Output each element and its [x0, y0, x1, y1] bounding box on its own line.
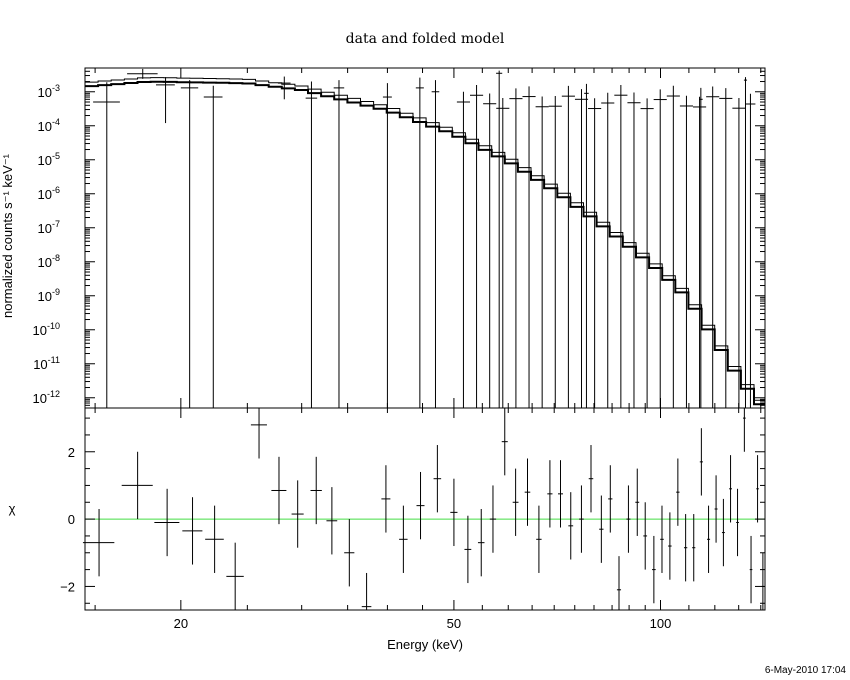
- spectrum-frame: [84, 67, 766, 409]
- x-tick-label: 50: [447, 616, 461, 631]
- x-tick-label: 100: [650, 616, 672, 631]
- y-tick-label: 10-8: [38, 253, 60, 270]
- spectrum-panel: 10-3 10-4 10-5 10-6 10-7 10-8 10-9 10-10 10-11 10…: [0, 67, 766, 409]
- y-tick-label: 10-3: [38, 83, 60, 100]
- y-tick-label: 10-9: [38, 287, 60, 304]
- spectrum-y-axis-label: normalized counts s⁻¹ keV⁻¹: [0, 153, 15, 318]
- residual-frame: [84, 407, 766, 611]
- model-step-line: [85, 77, 765, 401]
- y-tick-label: −2: [60, 579, 75, 594]
- spectrum-plot-area: 10-3 10-4 10-5 10-6 10-7 10-8 10-9 10-10 10-11 10…: [33, 68, 765, 408]
- y-tick-label: 10-10: [33, 321, 60, 338]
- timestamp: 6-May-2010 17:04: [765, 665, 847, 676]
- residual-y-axis-label: χ: [9, 501, 16, 516]
- folded-model-line: [85, 80, 765, 406]
- y-tick-label: 10-12: [33, 389, 60, 406]
- y-tick-label: 10-11: [33, 355, 60, 372]
- y-tick-label: 10-7: [38, 219, 60, 236]
- y-tick-label: 0: [68, 512, 75, 527]
- y-tick-label: 10-4: [38, 117, 60, 134]
- x-axis-label: Energy (keV): [387, 637, 463, 652]
- x-tick-label: 20: [174, 616, 188, 631]
- y-tick-label: 10-6: [38, 185, 60, 202]
- chart-title: data and folded model: [346, 31, 505, 47]
- y-tick-label: 10-5: [38, 151, 60, 168]
- y-tick-label: 2: [68, 445, 75, 460]
